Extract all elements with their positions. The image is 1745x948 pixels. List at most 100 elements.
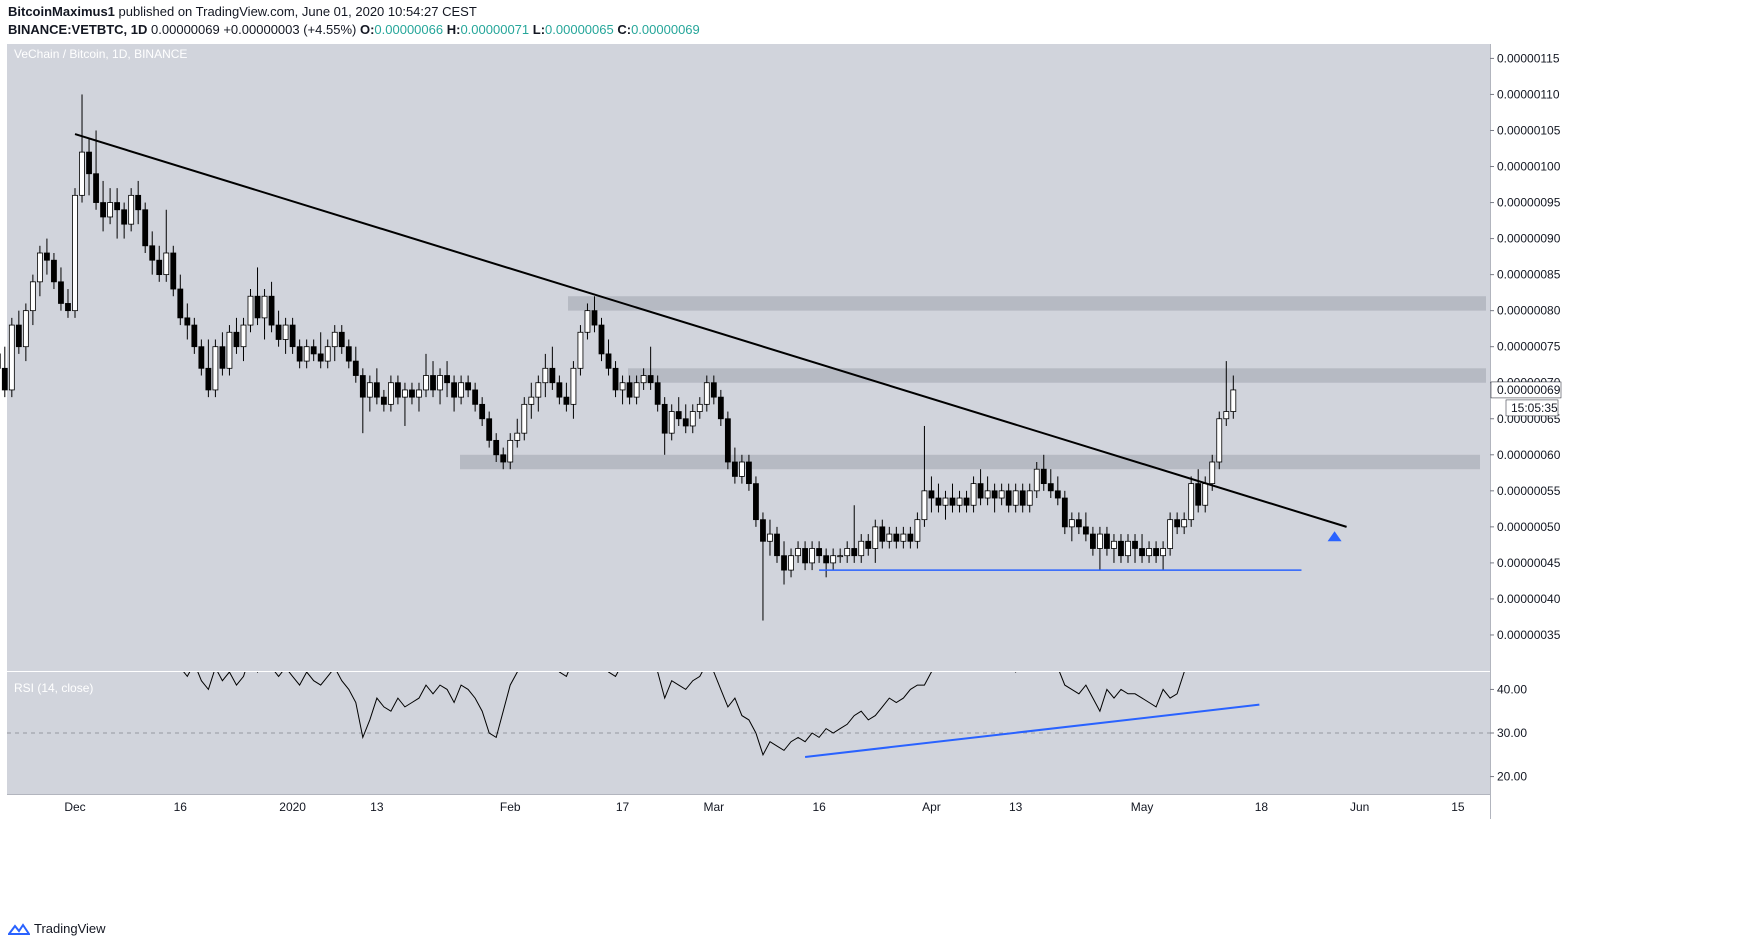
candle xyxy=(373,368,380,405)
candle-body-down xyxy=(598,324,605,355)
rsi-title: RSI (14, close) xyxy=(14,681,93,695)
price-tick-label: 0.00000035 xyxy=(1497,628,1561,642)
candle xyxy=(423,353,429,398)
candle-body-up xyxy=(1230,389,1237,412)
candle-body-up xyxy=(668,411,675,434)
candle-body-down xyxy=(731,461,738,477)
price-tick-label: 0.00000055 xyxy=(1497,484,1561,498)
candle xyxy=(395,375,401,405)
candle xyxy=(1230,375,1237,419)
candle-body-up xyxy=(528,396,535,405)
candle xyxy=(507,433,514,470)
candle-body-down xyxy=(1090,533,1096,549)
tradingview-brand[interactable]: TradingView xyxy=(8,921,106,936)
candle-body-down xyxy=(647,375,654,384)
layer-candles xyxy=(0,94,1237,621)
candle xyxy=(753,476,759,527)
candle xyxy=(619,375,626,405)
candle-body-up xyxy=(282,324,289,340)
candle-body-down xyxy=(823,555,830,564)
candle xyxy=(184,303,191,340)
candle xyxy=(1195,469,1202,513)
candle-body-down xyxy=(605,353,612,369)
candle xyxy=(1181,512,1188,535)
candle-body-down xyxy=(865,540,872,549)
candle-body-down xyxy=(1104,533,1110,549)
candle-body-down xyxy=(395,382,401,398)
candle xyxy=(324,339,331,369)
candle-body-down xyxy=(1061,497,1068,528)
candle xyxy=(1040,454,1047,491)
candle-body-up xyxy=(703,382,710,405)
candle-body-down xyxy=(268,295,275,326)
candle-body-up xyxy=(830,555,837,564)
candle xyxy=(1146,541,1152,563)
candle xyxy=(254,267,261,326)
candle xyxy=(451,375,457,412)
candle-body-down xyxy=(472,389,479,405)
candle xyxy=(282,317,289,354)
candle-body-down xyxy=(198,346,205,369)
price-tick-label: 0.00000050 xyxy=(1497,520,1561,534)
candle-body-down xyxy=(977,483,984,499)
author-name[interactable]: BitcoinMaximus1 xyxy=(8,4,115,19)
price-tick-label: 0.00000045 xyxy=(1497,556,1561,570)
candle xyxy=(1090,526,1096,556)
candle xyxy=(549,346,556,390)
price-tick-label: 0.00000040 xyxy=(1497,592,1561,606)
candle xyxy=(816,541,823,563)
candle-body-down xyxy=(345,346,352,362)
candle-body-up xyxy=(212,346,219,391)
candle xyxy=(942,490,949,520)
time-tick-label: Apr xyxy=(922,800,941,814)
candle xyxy=(268,281,275,333)
candle xyxy=(198,339,205,376)
candle xyxy=(261,289,268,340)
candle xyxy=(1125,534,1131,563)
candle xyxy=(984,476,991,506)
candle-body-down xyxy=(710,382,717,398)
rsi-tick-label: 30.00 xyxy=(1497,726,1527,740)
candle-body-down xyxy=(114,202,121,211)
candle-body-down xyxy=(465,382,472,391)
price-tick-label: 0.00000080 xyxy=(1497,304,1561,318)
candle xyxy=(563,382,570,412)
candle xyxy=(1153,541,1159,563)
brand-text: TradingView xyxy=(34,921,106,936)
time-tick-label: Jun xyxy=(1350,800,1369,814)
layer-drawings xyxy=(74,133,1347,571)
candle-body-up xyxy=(1012,490,1019,506)
candle-body-up xyxy=(437,375,443,391)
candle-body-up xyxy=(22,310,29,348)
candle xyxy=(191,317,198,354)
candle-body-down xyxy=(1132,540,1138,549)
candle xyxy=(535,375,542,412)
candle xyxy=(724,411,731,470)
candle-body-up xyxy=(1216,418,1223,463)
time-tick-label: 13 xyxy=(1009,800,1023,814)
rsi-tick-label: 40.00 xyxy=(1497,682,1527,696)
candle xyxy=(156,245,163,282)
candle xyxy=(1223,361,1230,426)
candle-body-down xyxy=(682,418,689,427)
candle xyxy=(486,411,493,448)
candle-body-up xyxy=(619,382,626,391)
candle xyxy=(528,382,535,419)
candle xyxy=(135,180,142,225)
candle-body-up xyxy=(247,295,254,326)
candle xyxy=(387,375,394,412)
candle xyxy=(605,339,612,376)
candle xyxy=(717,389,724,426)
candle xyxy=(921,425,928,527)
candle-body-down xyxy=(100,202,106,218)
last-price: 0.00000069 xyxy=(151,22,220,37)
candle xyxy=(93,130,99,210)
candle-body-up xyxy=(886,533,893,542)
candle-body-up xyxy=(1097,533,1103,549)
candle xyxy=(1174,512,1181,535)
candle xyxy=(696,397,703,419)
layer-zones xyxy=(460,296,1486,470)
candle-body-down xyxy=(219,346,226,369)
candle-body-down xyxy=(1139,548,1145,557)
